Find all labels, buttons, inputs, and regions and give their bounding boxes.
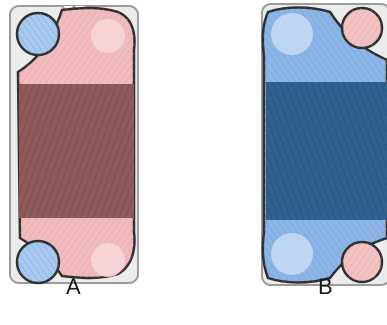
plate-b-cold-port-top <box>271 13 313 55</box>
plate-a-hot-port-top <box>91 19 125 53</box>
plate-a <box>9 4 139 285</box>
plate-b-cold-port-bottom <box>271 233 313 275</box>
plate-a-hot-port-bottom <box>91 243 125 277</box>
plate-b <box>261 3 387 286</box>
plate-a-label: A <box>66 274 81 299</box>
plate-b-label: B <box>318 274 333 299</box>
